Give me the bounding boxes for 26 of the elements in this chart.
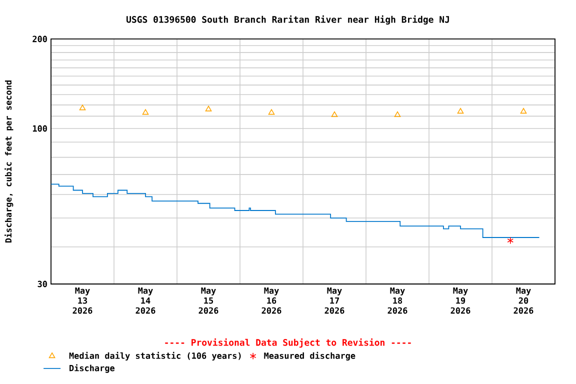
- point: [331, 111, 338, 118]
- point: [507, 236, 514, 244]
- text: ---- Provisional Data Subject to Revision ----: [165, 338, 411, 348]
- chart-title: USGS 01396500 South Branch Raritan River near High Bridge NJ: [126, 15, 449, 25]
- x-tick-label: May 15 2026: [198, 288, 218, 314]
- y-axis-title: Discharge, cubic feet per second: [4, 80, 14, 242]
- x-tick-label: May 20 2026: [514, 288, 534, 314]
- x-tick-label: May 16 2026: [262, 288, 282, 314]
- legend-label: Measured discharge: [264, 352, 356, 361]
- x-tick-label: May 13 2026: [72, 288, 92, 314]
- x-tick-label: May 19 2026: [450, 288, 470, 314]
- legend-label: Discharge: [70, 364, 115, 373]
- point: [457, 108, 464, 114]
- point: [205, 106, 212, 112]
- y-tick-label: 200: [32, 36, 47, 42]
- point: [520, 108, 527, 114]
- legend-label: Median daily statistic (106 years): [69, 352, 241, 361]
- x-tick-label: May 14 2026: [136, 288, 156, 314]
- point: [79, 104, 86, 110]
- y-tick-label: 30: [38, 280, 47, 288]
- point: [394, 111, 401, 118]
- y-tick-label: 100: [32, 125, 47, 132]
- point: [142, 109, 149, 115]
- x-tick-label: May 17 2026: [324, 288, 344, 314]
- point: [268, 109, 275, 115]
- x-tick-label: May 18 2026: [388, 288, 408, 314]
